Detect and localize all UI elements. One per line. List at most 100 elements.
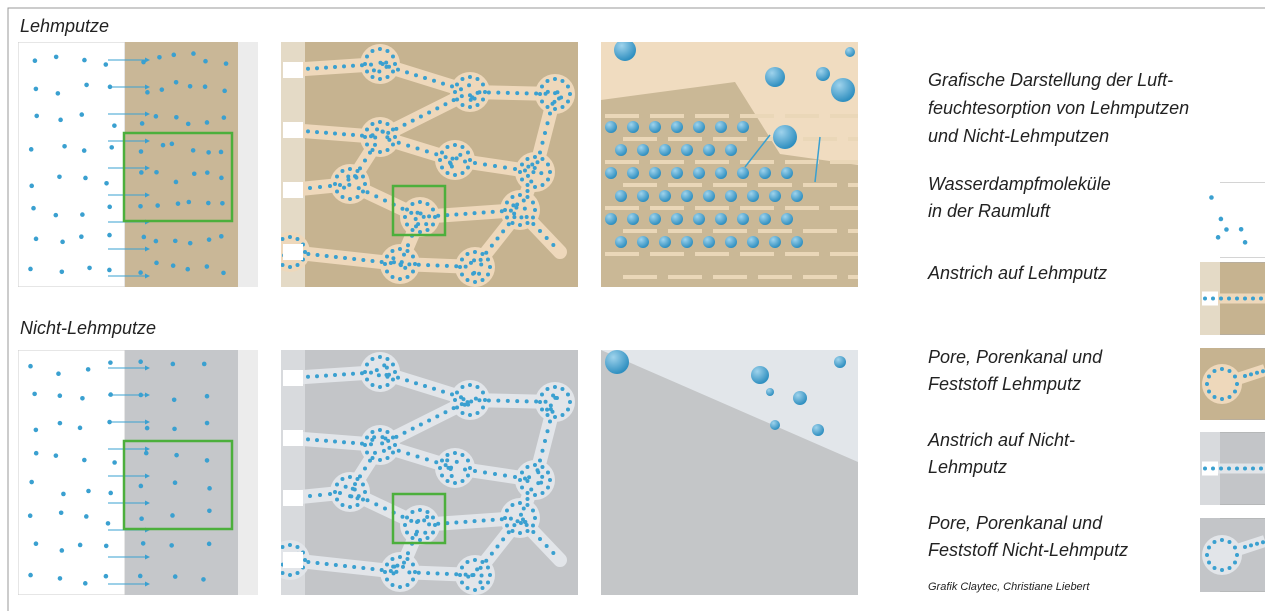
molecule [434,460,439,465]
molecule [430,530,435,535]
molecule [1212,369,1217,374]
molecule [410,426,415,431]
molecule [410,535,415,540]
molecule [477,398,482,403]
molecule [1255,541,1259,546]
molecule [545,387,550,392]
molecule [406,551,410,556]
molecule [221,115,227,120]
molecule [432,386,436,391]
layer [713,137,747,141]
molecule [324,65,328,70]
layer [668,183,702,187]
molecule [766,388,774,396]
molecule [454,520,459,525]
molecule [348,505,353,509]
molecule [475,410,480,415]
molecule [107,204,113,210]
molecule [504,200,509,205]
molecule [568,400,572,404]
molecule [470,95,475,100]
molecule [671,167,683,179]
molecule [459,87,463,92]
molecule [143,450,149,456]
molecule [725,190,737,202]
molecule [334,174,339,179]
molecule [153,238,159,244]
molecule [324,254,329,258]
molecule [370,430,375,435]
arrow [744,134,771,168]
molecule [172,426,177,432]
molecule [703,236,715,248]
molecule [342,132,346,137]
molecule [1235,382,1239,386]
molecule [649,213,661,225]
molecule [430,515,435,520]
molecule [540,99,545,104]
molecule [773,125,797,149]
molecule [552,99,557,104]
molecule [468,260,473,265]
layer [713,275,747,279]
molecule [490,209,495,214]
molecule [33,541,39,547]
pore-opening [1202,291,1218,306]
molecule [540,156,545,161]
molecule [377,47,382,52]
molecule [433,523,437,527]
molecule [418,422,423,427]
molecule [328,184,332,188]
molecule [103,543,109,549]
molecule [426,263,431,268]
molecule [540,464,545,469]
molecule [287,235,292,240]
molecule [1209,195,1214,200]
molecule [539,171,544,176]
molecule [138,203,143,209]
molecule [85,367,91,372]
molecule [544,544,549,548]
molecule [423,76,427,80]
legend-label: Lehmputz [928,457,1007,477]
molecule [333,563,338,567]
molecule [385,48,390,53]
molecule [364,54,369,59]
molecule [451,406,456,411]
panel [1200,518,1265,592]
molecule [445,170,450,175]
molecule [355,502,360,507]
molecule [29,479,34,485]
molecule [295,544,300,549]
molecule [520,177,525,182]
molecule [315,130,319,135]
molecule [109,145,115,150]
molecule [172,238,178,244]
molecule [402,430,407,435]
molecule [403,265,408,270]
molecule [28,572,33,578]
molecule [523,476,527,481]
molecule [396,67,400,72]
molecule [467,383,472,388]
molecule [1243,466,1247,471]
molecule [525,194,530,199]
molecule [769,236,781,248]
molecule [490,517,495,522]
molecule [139,121,145,126]
molecule [82,457,87,463]
molecule [380,441,385,446]
layer [623,183,657,187]
molecule [288,573,293,577]
molecule [79,234,84,239]
molecule [545,470,550,475]
molecule [273,558,277,562]
molecule [488,573,492,577]
molecule [28,266,33,272]
pore-space [601,350,858,462]
molecule [483,90,487,94]
molecule [565,84,570,89]
molecule [363,370,368,375]
molecule [112,460,117,465]
